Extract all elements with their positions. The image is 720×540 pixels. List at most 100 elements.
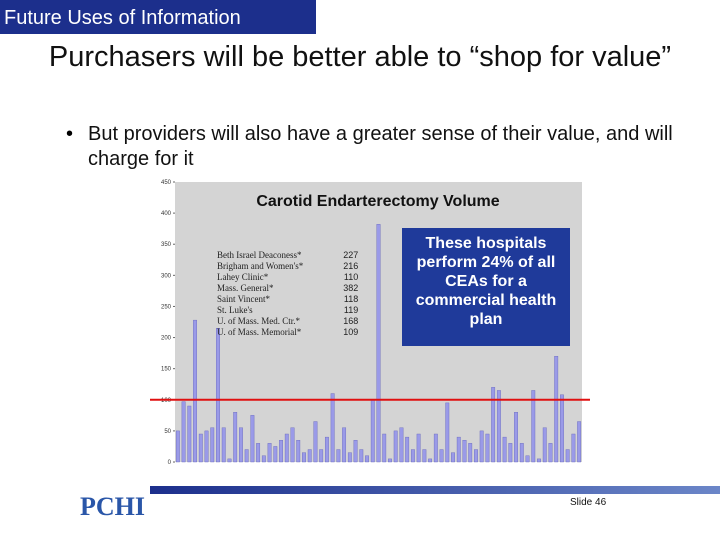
table-row: Brigham and Women's* 216 xyxy=(217,261,358,272)
bar xyxy=(181,401,186,463)
slide-number: Slide 46 xyxy=(570,497,607,508)
bar xyxy=(336,449,341,463)
bar xyxy=(319,449,324,463)
section-label: Future Uses of Information xyxy=(0,0,316,34)
hospital: Lahey Clinic* xyxy=(217,272,269,282)
bar xyxy=(531,390,536,463)
bar xyxy=(365,455,369,463)
bar xyxy=(388,458,392,463)
hospital: U. of Mass. Med. Ctr.* xyxy=(217,316,300,326)
volume: 382 xyxy=(343,283,359,293)
bar xyxy=(290,427,295,463)
y-tick-label: 250 xyxy=(161,304,172,310)
bar xyxy=(256,443,261,463)
volume: 227 xyxy=(343,250,359,260)
table-row: Mass. General* 382 xyxy=(217,283,358,294)
callout: These hospitals perform 24% of all CEAs … xyxy=(402,228,570,346)
bar xyxy=(216,328,220,463)
bar xyxy=(514,412,518,463)
bar xyxy=(433,433,438,463)
y-tick-label: 300 xyxy=(161,273,172,279)
hospital: U. of Mass. Memorial* xyxy=(217,327,302,337)
y-tick-label: 150 xyxy=(161,367,172,373)
table-row: Lahey Clinic* 110 xyxy=(217,272,358,283)
bar xyxy=(279,440,283,463)
bar xyxy=(175,430,180,463)
volume: 109 xyxy=(343,327,359,337)
hospital: St. Luke's xyxy=(217,305,253,315)
bar xyxy=(324,436,329,463)
hospital: Saint Vincent* xyxy=(217,294,271,304)
bar xyxy=(187,405,192,463)
bar xyxy=(347,452,352,463)
bar xyxy=(416,433,421,463)
bar xyxy=(330,393,335,463)
bar xyxy=(468,443,473,463)
bar xyxy=(296,440,301,463)
bar xyxy=(370,399,375,463)
volume: 216 xyxy=(343,261,359,271)
bar xyxy=(479,430,484,463)
bar xyxy=(210,427,215,463)
table-row: Beth Israel Deaconess* 227 xyxy=(217,250,358,261)
bar xyxy=(554,356,559,463)
bar xyxy=(542,427,547,463)
bar xyxy=(525,455,530,463)
bar xyxy=(439,449,444,463)
bar xyxy=(267,443,272,463)
bar xyxy=(307,449,312,463)
bar xyxy=(405,436,410,463)
bar xyxy=(204,430,209,463)
bar xyxy=(560,394,564,463)
bar xyxy=(462,440,467,463)
bar xyxy=(571,433,576,463)
footer-band xyxy=(150,486,720,494)
bar xyxy=(353,440,358,463)
bar xyxy=(445,402,450,463)
volume: 110 xyxy=(343,272,359,282)
hospital: Mass. General* xyxy=(217,283,274,293)
bar xyxy=(410,449,415,463)
table-row: St. Luke's 119 xyxy=(217,305,358,316)
bar xyxy=(491,387,496,463)
hospital-table: Beth Israel Deaconess* 227 Brigham and Wom… xyxy=(217,250,358,338)
bullet-text: But providers will also have a greater s… xyxy=(88,123,673,170)
bar xyxy=(239,427,243,463)
bar xyxy=(359,449,364,463)
bar xyxy=(342,427,347,463)
bar xyxy=(393,430,398,463)
y-tick-label: 350 xyxy=(161,242,172,248)
bar xyxy=(382,433,387,463)
bar xyxy=(496,390,501,463)
y-tick-label: 50 xyxy=(164,429,171,435)
bar xyxy=(508,443,513,463)
bar xyxy=(451,452,455,463)
logo: PCHI xyxy=(80,492,145,521)
y-tick-label: 200 xyxy=(161,336,172,342)
bar xyxy=(537,458,541,463)
bar xyxy=(456,436,461,463)
bar xyxy=(313,421,318,463)
bullet-dot: • xyxy=(66,123,74,145)
bar xyxy=(577,421,582,463)
volume: 118 xyxy=(343,294,359,304)
bar xyxy=(244,449,249,463)
bar xyxy=(250,415,255,463)
table-row: U. of Mass. Memorial* 109 xyxy=(217,327,358,338)
bar xyxy=(485,433,490,463)
bar xyxy=(227,458,232,463)
bar xyxy=(519,443,524,463)
bar xyxy=(548,443,553,463)
bar xyxy=(565,449,570,463)
bar xyxy=(273,446,278,463)
bar xyxy=(198,433,203,463)
hospital: Beth Israel Deaconess* xyxy=(217,250,302,260)
bar xyxy=(399,427,404,463)
bar xyxy=(193,319,197,463)
bar xyxy=(474,449,478,463)
bar xyxy=(422,449,427,463)
bar xyxy=(302,452,306,463)
y-tick-label: 450 xyxy=(161,180,172,186)
bar xyxy=(376,224,381,463)
